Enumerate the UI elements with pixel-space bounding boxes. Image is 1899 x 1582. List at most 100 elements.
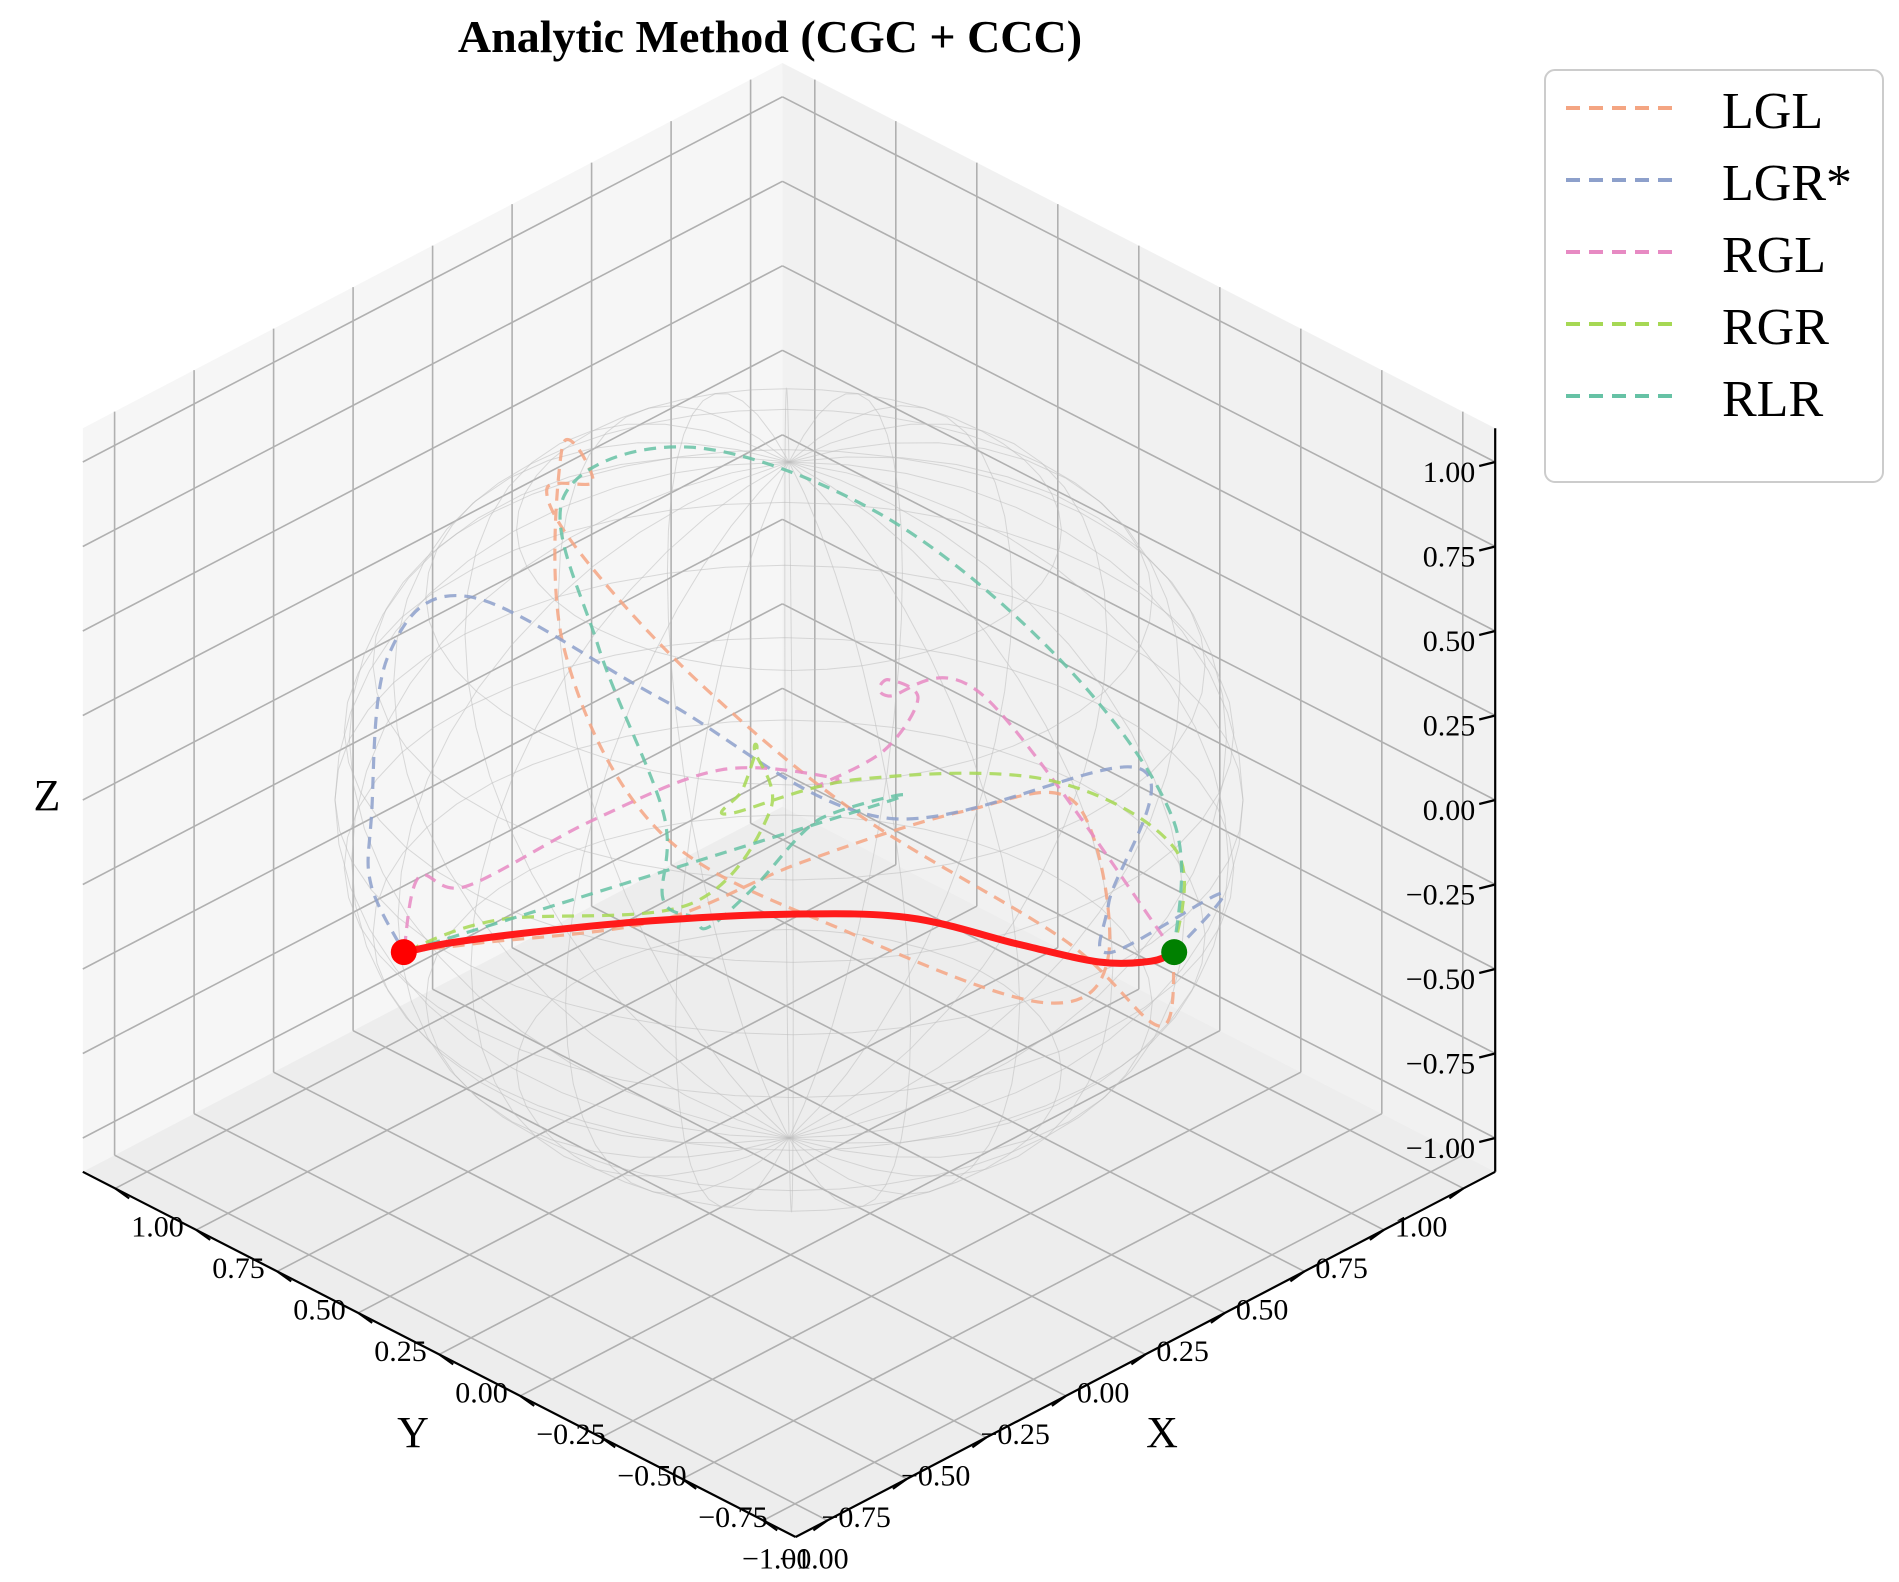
z-tick-label: 0.00	[1423, 794, 1476, 827]
z-tick	[1478, 460, 1496, 468]
legend-label: LGL	[1722, 83, 1823, 140]
grid-line	[82, 265, 783, 632]
z-tick	[1478, 883, 1496, 890]
x-tick	[438, 1353, 454, 1366]
x-tick-label: −0.50	[617, 1459, 686, 1492]
sphere-line	[343, 637, 1235, 1099]
z-tick-label: −0.50	[1406, 963, 1475, 996]
grid-line	[276, 905, 978, 1273]
z-tick	[1478, 1136, 1496, 1144]
series-line-rlr	[403, 445, 1184, 954]
y-tick	[1051, 1395, 1067, 1407]
x-tick-label: 0.50	[293, 1293, 346, 1326]
grid-line	[511, 946, 1226, 1314]
x-tick-label: −0.25	[536, 1418, 605, 1451]
grid-line	[82, 434, 783, 801]
legend-label: RGR	[1722, 299, 1829, 356]
x-tick	[519, 1395, 535, 1407]
x-tick-label: 1.00	[131, 1210, 184, 1243]
grid-line	[591, 905, 1305, 1273]
y-tick	[892, 1478, 908, 1490]
z-tick	[1478, 1052, 1496, 1059]
sphere-line	[516, 928, 1062, 1212]
grid-line	[750, 822, 1464, 1190]
y-tick	[1210, 1312, 1226, 1324]
x-tick-label: −0.75	[698, 1501, 767, 1534]
series-line-lgr	[366, 593, 1226, 955]
z-tick	[1478, 798, 1496, 806]
y-tick	[1130, 1353, 1147, 1366]
z-tick-label: 1.00	[1423, 456, 1476, 489]
sphere-line	[516, 388, 1062, 672]
x-tick	[357, 1312, 373, 1324]
x-tick	[114, 1187, 130, 1200]
trajectory-curves	[366, 437, 1226, 1028]
z-tick-label: −0.25	[1406, 879, 1475, 912]
sphere-line	[372, 719, 1206, 1151]
x-axis-label: X	[1146, 1408, 1178, 1457]
legend: LGL LGR* RGL RGR RLR	[1544, 69, 1884, 483]
y-tick-label: −0.75	[821, 1501, 890, 1534]
sphere-line	[393, 442, 1185, 1158]
sphere-line	[425, 408, 1153, 786]
grid-line	[782, 96, 1496, 463]
endpoint-markers	[390, 939, 1188, 966]
grid-line	[782, 349, 1496, 717]
y-tick-label: −0.25	[980, 1418, 1049, 1451]
grid-line	[782, 265, 1496, 632]
z-tick	[1478, 629, 1496, 637]
z-tick	[1478, 967, 1496, 975]
z-tick-label: 0.50	[1423, 625, 1476, 658]
legend-label: LGR*	[1722, 155, 1852, 212]
x-tick	[600, 1436, 616, 1449]
x-tick	[681, 1478, 697, 1490]
y-tick	[971, 1436, 988, 1449]
grid-line	[670, 863, 1385, 1231]
grid-line	[432, 988, 1146, 1356]
x-tick	[195, 1229, 211, 1241]
y-tick-label: 0.25	[1156, 1335, 1209, 1368]
z-tick	[1478, 545, 1496, 552]
y-tick	[812, 1519, 829, 1532]
grid-line	[782, 434, 1496, 801]
grid-line	[357, 946, 1059, 1314]
x-tick-label: 0.00	[455, 1376, 508, 1409]
z-tick-label: −0.75	[1406, 1048, 1475, 1081]
legend-label: RGL	[1722, 227, 1826, 284]
axis-lines	[82, 428, 1497, 1538]
legend-label: RLR	[1722, 371, 1823, 428]
z-tick-label: 0.75	[1423, 541, 1476, 574]
z-axis-label: Z	[34, 771, 61, 820]
y-tick	[1448, 1187, 1465, 1200]
z-tick-label: −1.00	[1406, 1132, 1475, 1165]
optimal-path-line	[396, 910, 1178, 967]
grid-line	[82, 349, 783, 717]
x-tick-label: 0.75	[212, 1252, 265, 1285]
y-axis-label: Y	[397, 1408, 429, 1457]
grid-line	[82, 96, 783, 463]
start-point-marker	[1161, 939, 1188, 966]
chart-title: Analytic Method (CGC + CCC)	[458, 11, 1082, 62]
end-point-marker	[390, 939, 417, 966]
x-tick-label: −1.00	[779, 1542, 848, 1575]
y-tick-label: 0.00	[1077, 1376, 1130, 1409]
grid-line	[114, 822, 816, 1190]
y-tick-label: 0.75	[1315, 1252, 1368, 1285]
y-tick	[1289, 1270, 1306, 1283]
grid-line	[82, 180, 783, 548]
y-tick-label: 1.00	[1395, 1210, 1448, 1243]
y-tick-label: 0.50	[1236, 1293, 1289, 1326]
y-tick-label: −1.00	[742, 1542, 811, 1575]
sphere-line	[425, 814, 1153, 1192]
grid-lines	[82, 79, 1496, 1522]
x-tick-label: 0.25	[374, 1335, 427, 1368]
y-tick	[1369, 1229, 1385, 1241]
series-line-rgr	[403, 742, 1186, 954]
legend-box	[1544, 69, 1884, 483]
tick-labels: 1.00 0.75 0.50 0.25 0.00 −0.25 −0.50 −0.75 −1.00…	[131, 456, 1475, 1575]
y-tick-label: −0.50	[901, 1459, 970, 1492]
x-tick	[762, 1519, 778, 1532]
grid-line	[782, 180, 1496, 548]
z-tick	[1478, 714, 1496, 721]
